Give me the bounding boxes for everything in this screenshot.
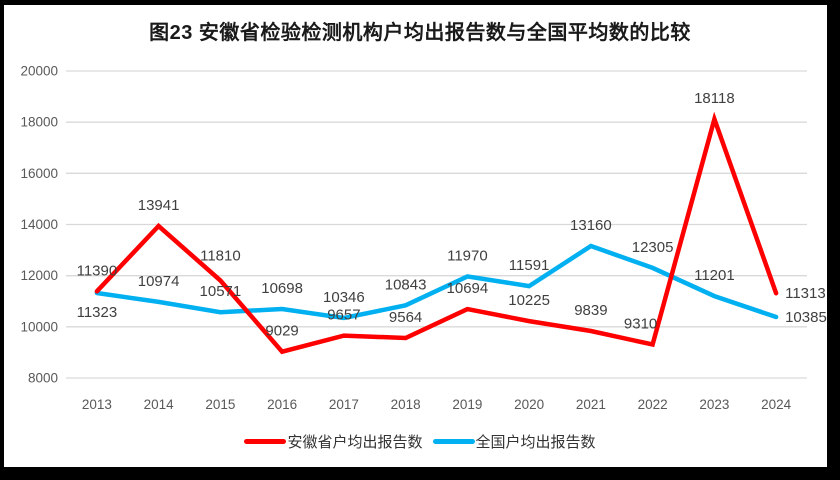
x-tick-label: 2018: [391, 397, 421, 412]
data-label: 13941: [138, 197, 180, 214]
data-label: 9839: [574, 302, 607, 319]
data-label: 12305: [632, 239, 674, 256]
data-label: 9564: [389, 309, 422, 326]
data-label: 10346: [323, 289, 365, 306]
y-axis-tick-labels: 8000 10000 12000 14000 16000 18000 20000: [20, 64, 58, 386]
data-label: 10843: [385, 276, 427, 293]
gridlines: [66, 70, 807, 379]
data-label: 10974: [138, 273, 180, 290]
anhui-line-swatch: [244, 439, 287, 444]
x-tick-label: 2013: [82, 397, 112, 412]
legend-item-anhui: 安徽省户均出报告数: [244, 431, 423, 452]
data-label: 9657: [327, 307, 360, 324]
data-label: 10698: [261, 280, 303, 297]
x-tick-label: 2015: [205, 397, 235, 412]
data-label: 10571: [200, 283, 242, 300]
y-tick-label: 8000: [28, 371, 58, 386]
x-tick-label: 2022: [638, 397, 668, 412]
chart-title: 图23 安徽省检验检测机构户均出报告数与全国平均数的比较: [149, 22, 691, 44]
data-label: 9310: [624, 316, 657, 333]
legend-label-anhui: 安徽省户均出报告数: [287, 434, 423, 451]
data-label: 11313: [785, 285, 826, 302]
data-label: 10694: [447, 280, 489, 297]
data-label: 9029: [265, 323, 298, 340]
x-tick-label: 2021: [576, 397, 606, 412]
x-tick-label: 2014: [144, 397, 175, 412]
chart-legend: 安徽省户均出报告数 全国户均出报告数: [0, 431, 840, 452]
data-label: 11970: [447, 247, 488, 264]
x-tick-label: 2020: [514, 397, 544, 412]
data-label: 11201: [694, 267, 735, 284]
y-tick-label: 16000: [20, 166, 58, 181]
data-labels-anhui: 11390 13941 11810 9029 9657 9564 10694 10225 983…: [77, 90, 826, 340]
data-label: 11390: [77, 262, 118, 279]
data-label: 11591: [509, 257, 550, 274]
y-tick-label: 14000: [20, 217, 58, 232]
series-line-national: [94, 243, 779, 321]
national-line-swatch: [432, 439, 475, 444]
data-label: 10385: [785, 309, 827, 326]
data-label: 11323: [77, 304, 118, 321]
y-tick-label: 12000: [20, 268, 58, 283]
x-tick-label: 2019: [452, 397, 482, 412]
data-label: 11810: [200, 248, 241, 265]
y-tick-label: 18000: [20, 115, 58, 130]
x-tick-label: 2023: [699, 397, 729, 412]
series-line-anhui: [94, 111, 779, 355]
data-label: 10225: [508, 292, 550, 309]
data-label: 13160: [570, 217, 612, 234]
data-label: 18118: [694, 90, 735, 107]
legend-item-national: 全国户均出报告数: [432, 431, 596, 452]
legend-label-national: 全国户均出报告数: [475, 434, 596, 451]
y-tick-label: 20000: [20, 64, 58, 79]
y-tick-label: 10000: [20, 319, 58, 334]
x-tick-label: 2016: [267, 397, 297, 412]
data-labels-national: 11323 10974 10571 10698 10346 10843 11970 11591…: [77, 217, 827, 326]
x-axis-tick-labels: 2013 2014 2015 2016 2017 2018 2019 2020 2021 2022…: [82, 397, 792, 412]
x-tick-label: 2017: [329, 397, 359, 412]
x-tick-label: 2024: [761, 397, 792, 412]
